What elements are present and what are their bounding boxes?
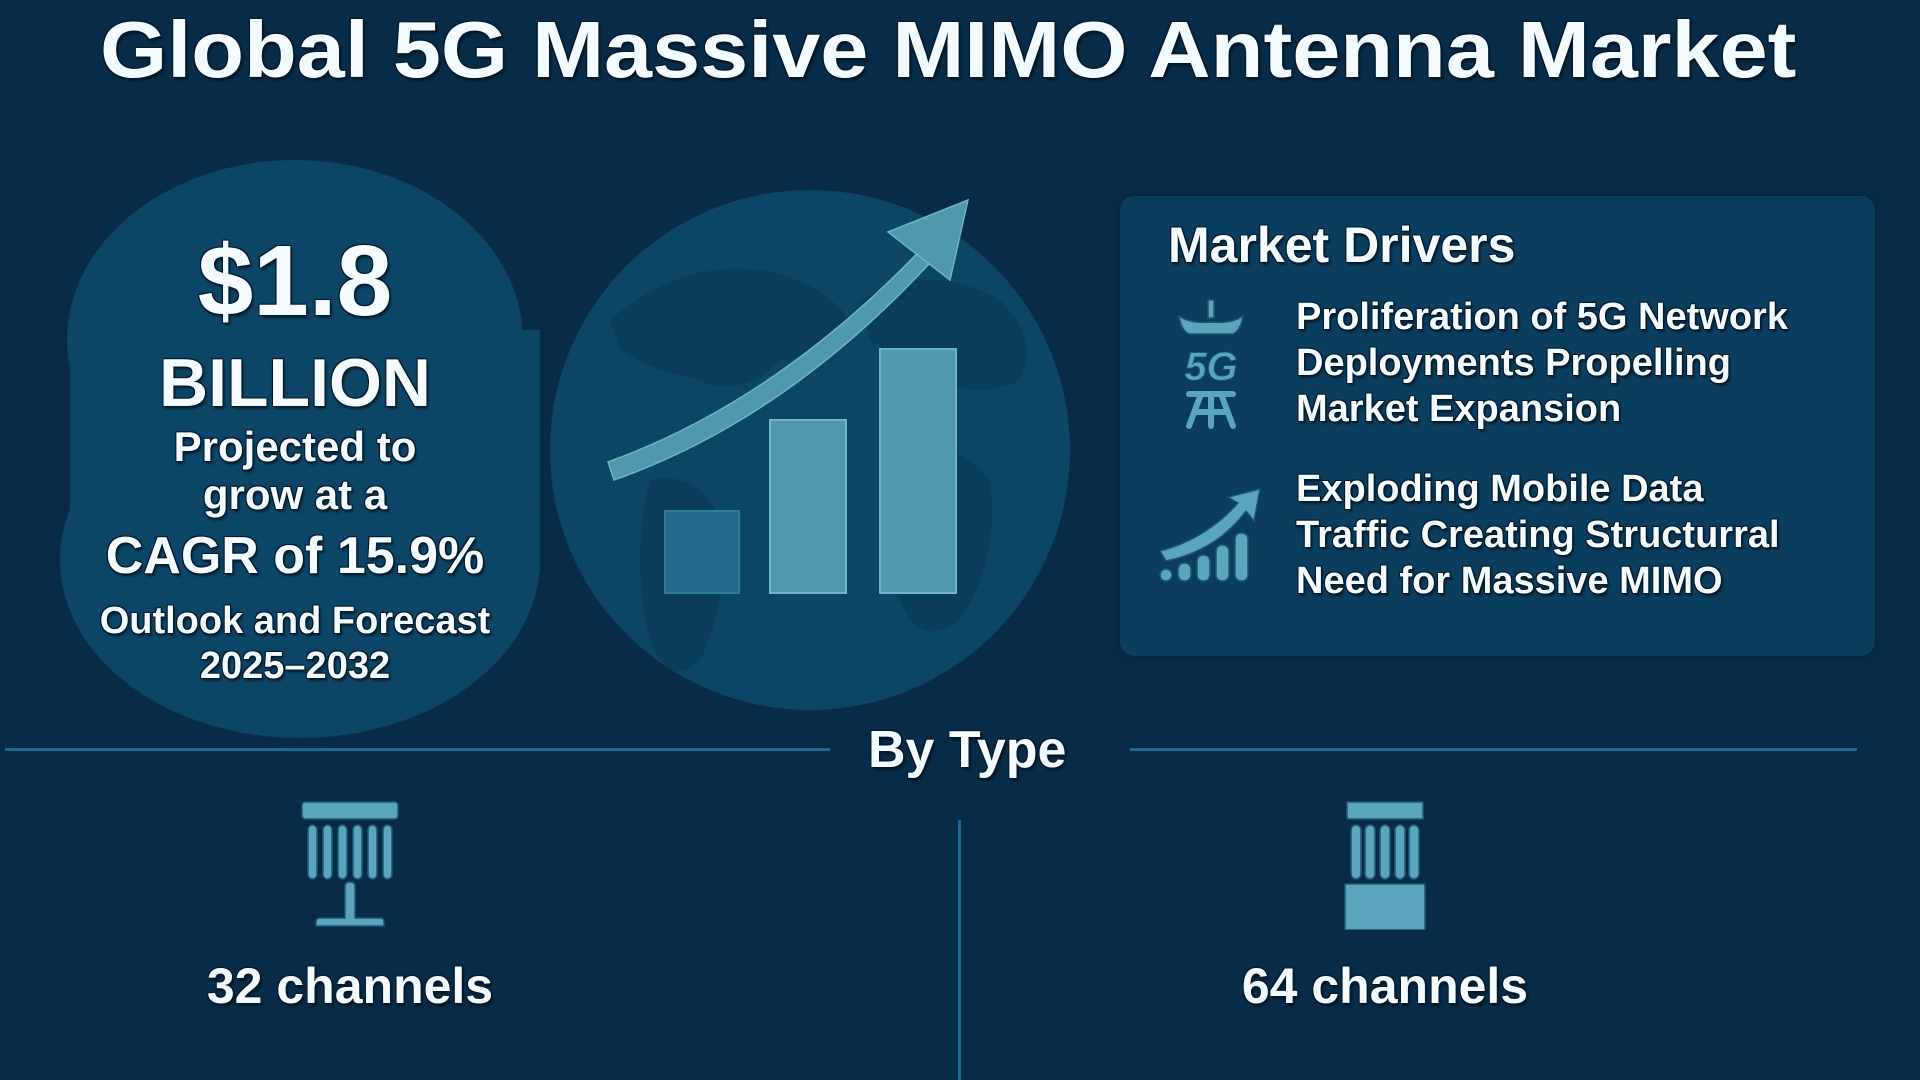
market-value: $1.8 [197,225,393,337]
5g-tower-icon: 5G [1156,296,1266,430]
driver-2-line-3: Need for Massive MIMO [1296,560,1723,602]
vertical-divider [958,820,961,1080]
driver-item: Exploding Mobile Data Traffic Creating S… [1156,466,1856,604]
market-size-stat: $1.8 BILLION Projected to grow at a CAGR… [70,225,520,689]
bar-2 [769,419,847,594]
forecast-period: 2025–2032 [199,645,391,687]
driver-2-line-1: Exploding Mobile Data [1296,468,1704,510]
stat-blob [60,160,540,738]
by-type-section-header: By Type [0,720,1920,780]
type-card-64-channels: 64 channels [1175,800,1595,1015]
antenna-array-32-icon [140,800,560,935]
growth-arrow-icon [607,198,970,481]
type-label-32: 32 channels [206,958,494,1014]
projection-line-2: grow at a [202,471,388,518]
antenna-array-64-icon [1175,800,1595,935]
projection-line-1: Projected to [173,423,417,470]
outlook-line-1: Outlook and Forecast [99,600,491,642]
driver-1-line-1: Proliferation of 5G Network [1296,296,1788,338]
type-label-64: 64 channels [1241,958,1529,1014]
page-title: Global 5G Massive MIMO Antenna Market [100,5,1797,94]
market-unit: BILLION [159,345,431,421]
bar-1 [664,510,740,594]
growth-bars [664,348,957,594]
driver-2-line-2: Traffic Creating Structurral [1296,514,1780,556]
svg-text:5G: 5G [1184,345,1237,389]
bar-3 [879,348,957,594]
driver-1-line-2: Deployments Propelling [1296,342,1731,384]
cagr-value: CAGR of 15.9% [105,527,485,585]
type-card-32-channels: 32 channels [140,800,560,1015]
driver-1-line-3: Market Expansion [1296,388,1622,430]
driver-item: 5G Proliferation of 5G Network Deploymen… [1156,294,1856,432]
market-drivers-heading: Market Drivers [1168,217,1516,273]
market-drivers-panel: Market Drivers 5G Proliferation of 5G Ne [1120,196,1875,656]
divider-right [1130,748,1857,751]
growth-signal-icon [1156,485,1266,585]
divider-left [5,748,830,751]
by-type-heading: By Type [868,721,1067,779]
